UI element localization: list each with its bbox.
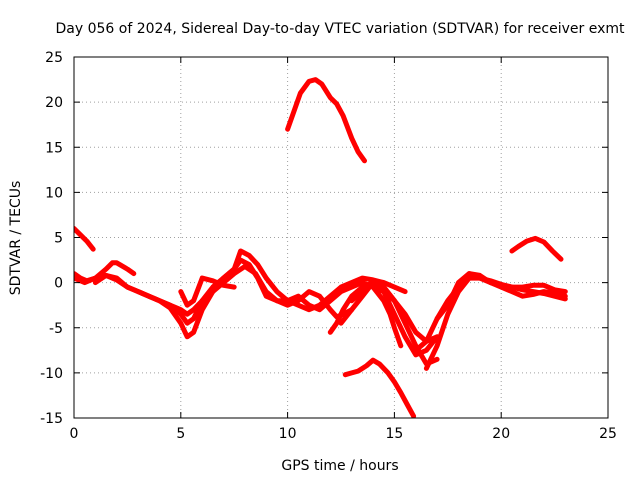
x-tick-label: 20 <box>492 426 510 442</box>
y-tick-label: 25 <box>45 50 63 66</box>
y-tick-label: 15 <box>45 140 63 156</box>
y-tick-label: 10 <box>45 185 63 201</box>
x-tick-label: 25 <box>599 426 617 442</box>
x-tick-label: 0 <box>70 426 79 442</box>
series-group <box>74 77 568 418</box>
y-tick-label: -15 <box>40 411 63 427</box>
y-tick-label: 0 <box>54 276 63 292</box>
series-line-trace-o <box>342 357 417 418</box>
x-tick-label: 5 <box>176 426 185 442</box>
series-line-trace-e <box>135 248 397 326</box>
y-axis-label: SDTVAR / TECUs <box>8 181 24 296</box>
y-tick-label: 5 <box>54 231 63 247</box>
y-tick-label: -5 <box>49 321 63 337</box>
x-tick-label: 15 <box>385 426 403 442</box>
x-axis-label: GPS time / hours <box>281 458 398 474</box>
x-tick-label: 10 <box>279 426 297 442</box>
series-line-trace-j <box>370 284 404 349</box>
series-line-trace-m <box>434 271 568 322</box>
ticks: 0 5 10 15 20 25 -15 -10 -5 0 5 10 15 20 25 <box>40 50 617 442</box>
grid <box>74 57 608 418</box>
chart-title: Day 056 of 2024, Sidereal Day-to-day VTE… <box>56 21 626 37</box>
series-line-trace-f <box>178 275 237 308</box>
series-line-trace-a <box>74 226 96 252</box>
y-tick-label: -10 <box>40 366 63 382</box>
series-line-trace-i <box>349 280 440 344</box>
y-tick-label: 20 <box>45 95 63 111</box>
series-line-trace-h <box>338 280 440 358</box>
series-line-trace-n <box>285 77 367 164</box>
series-line-trace-p <box>509 235 564 262</box>
